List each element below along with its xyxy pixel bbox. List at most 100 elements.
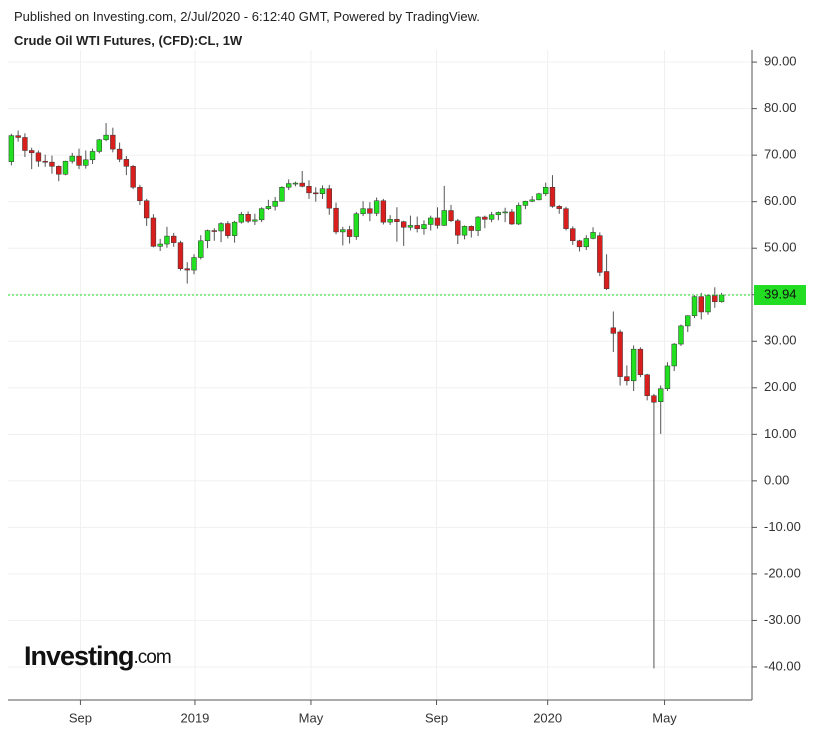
candle-body: [536, 193, 542, 201]
candle-body: [225, 223, 231, 236]
x-tick-label: 2020: [533, 710, 562, 725]
candle-body: [252, 219, 258, 222]
candle-body: [678, 325, 684, 345]
candle-body: [69, 155, 75, 162]
candle-body: [204, 230, 211, 242]
x-tick-label: May: [652, 710, 677, 725]
candle-body: [597, 235, 603, 273]
chart-title: Crude Oil WTI Futures, (CFD):CL, 1W: [14, 33, 243, 48]
candle-body: [272, 200, 278, 207]
candle-body: [482, 216, 488, 220]
candle-body: [231, 221, 238, 236]
candle-body: [624, 376, 630, 382]
candle-body: [28, 150, 35, 154]
candle-body: [651, 395, 657, 403]
candle-body: [292, 182, 299, 185]
candle-body: [137, 187, 143, 202]
candle-body: [360, 208, 366, 215]
candle-body: [495, 212, 502, 215]
candle-body: [238, 213, 245, 223]
candle-body: [543, 187, 549, 195]
candle-body: [590, 232, 596, 239]
candle-body: [380, 200, 387, 223]
candle-body: [89, 151, 96, 161]
candle-body: [157, 243, 163, 247]
price-label-box: [754, 285, 806, 306]
candle-body: [8, 135, 15, 162]
candle-body: [171, 235, 177, 243]
candle-body: [515, 205, 522, 225]
y-tick-label: 0.00: [764, 472, 789, 487]
candle-body: [110, 134, 116, 150]
candle-body: [184, 268, 190, 271]
candle-body: [96, 139, 102, 152]
candle-body: [671, 343, 677, 367]
candle-body: [617, 331, 623, 377]
candle-body: [461, 226, 468, 236]
candle-body: [556, 206, 562, 209]
candle-body: [346, 229, 353, 237]
candle-body: [211, 230, 217, 232]
candle-body: [522, 200, 529, 206]
candle-body: [394, 219, 400, 222]
candle-body: [434, 217, 441, 226]
candle-body: [22, 137, 28, 151]
candle-body: [718, 294, 725, 302]
candle-body: [664, 365, 671, 389]
candle-body: [367, 208, 373, 214]
candle-body: [691, 296, 698, 316]
candle-body: [299, 182, 305, 187]
x-tick-label: May: [299, 710, 324, 725]
candle-body: [630, 348, 637, 382]
candle-body: [49, 161, 55, 167]
y-tick-label: 20.00: [764, 379, 797, 394]
candle-body: [353, 213, 360, 237]
candle-body: [103, 134, 109, 141]
candle-body: [685, 315, 691, 327]
candle-body: [62, 160, 69, 175]
price-label: 39.94: [764, 286, 797, 301]
candle-body: [333, 207, 339, 233]
candle-body: [258, 208, 265, 221]
candle-body: [475, 216, 481, 231]
candle-body: [421, 224, 427, 229]
candle-body: [326, 188, 332, 209]
y-tick-label: 90.00: [764, 54, 797, 69]
y-tick-label: 30.00: [764, 333, 797, 348]
y-tick-label: 80.00: [764, 100, 797, 115]
candle-body: [468, 226, 474, 231]
x-tick-label: 2019: [180, 710, 209, 725]
candle-body: [15, 135, 21, 138]
candle-body: [130, 166, 136, 188]
candle-body: [35, 152, 42, 162]
y-tick-label: 50.00: [764, 240, 797, 255]
candle-body: [488, 214, 495, 220]
candle-body: [705, 295, 711, 313]
candle-body: [387, 219, 393, 223]
candle-body: [407, 225, 414, 228]
candle-body: [637, 348, 644, 376]
candle-body: [265, 206, 272, 209]
candle-body: [42, 160, 48, 163]
candle-body: [563, 208, 569, 229]
candle-body: [319, 188, 326, 195]
candle-body: [245, 213, 251, 222]
candle-body: [610, 327, 617, 334]
candle-body: [373, 200, 380, 214]
candle-body: [279, 187, 285, 202]
candle-body: [414, 225, 420, 229]
candle-body: [150, 217, 157, 247]
plot-area: [8, 50, 752, 700]
candle-body: [313, 192, 319, 195]
candle-body: [529, 199, 535, 202]
candle-body: [603, 271, 610, 289]
candle-body: [455, 220, 461, 236]
candle-body: [116, 148, 123, 160]
candle-body: [177, 242, 184, 269]
candle-body: [56, 166, 62, 175]
published-note: Published on Investing.com, 2/Jul/2020 -…: [14, 9, 480, 24]
candle-body: [576, 240, 583, 248]
candle-body: [340, 229, 346, 233]
